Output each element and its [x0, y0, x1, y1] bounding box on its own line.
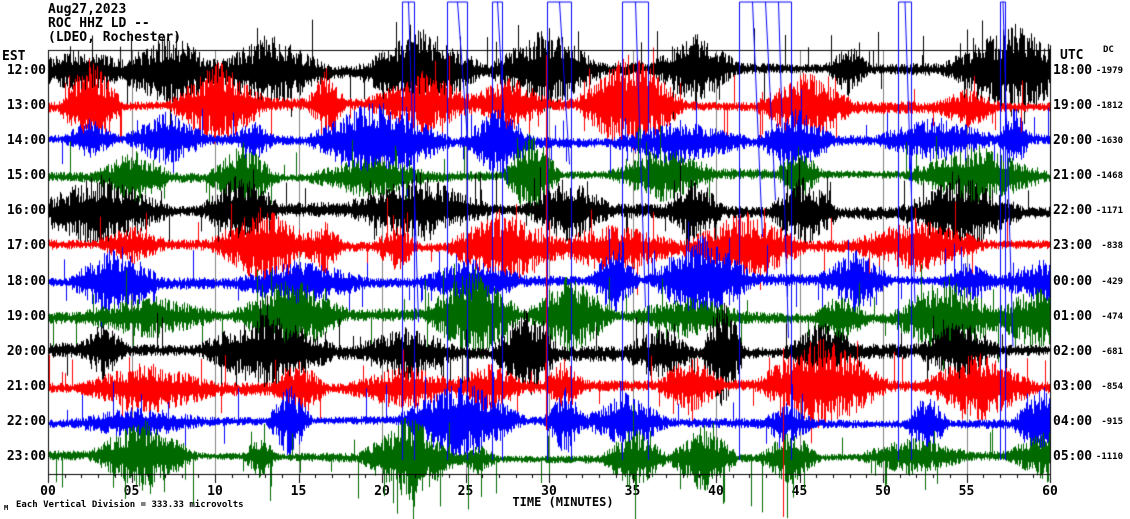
header-date: Aug27,2023 — [48, 2, 127, 17]
row-label-est: 13:00 — [6, 97, 46, 113]
x-axis-tick-label: 00 — [40, 484, 56, 499]
row-dc-value: -1979 — [1095, 65, 1123, 76]
x-axis-tick-label: 05 — [123, 484, 140, 499]
row-dc-value: -1468 — [1095, 171, 1123, 182]
dc-column-header: DC — [1103, 45, 1114, 55]
logo-mark: M — [4, 504, 9, 512]
row-dc-value: -1171 — [1095, 206, 1123, 217]
row-dc-value: -1812 — [1095, 100, 1123, 111]
right-timezone-label: UTC — [1060, 48, 1084, 63]
x-axis-tick-label: 55 — [958, 484, 975, 499]
row-dc-value: -1630 — [1095, 135, 1123, 146]
header-network: (LDEO, Rochester) — [48, 30, 182, 45]
row-dc-value: -681 — [1101, 346, 1123, 357]
x-axis-tick-label: 10 — [207, 484, 223, 499]
row-label-est: 21:00 — [6, 379, 46, 395]
row-label-est: 23:00 — [6, 449, 46, 465]
x-axis-tick-label: 35 — [624, 484, 641, 499]
x-axis-tick-label: 45 — [791, 484, 808, 499]
row-label-est: 16:00 — [6, 203, 46, 219]
row-label-est: 18:00 — [6, 273, 46, 289]
row-label-est: 22:00 — [6, 414, 46, 430]
row-dc-value: -838 — [1101, 241, 1123, 252]
row-dc-value: -474 — [1101, 311, 1123, 322]
row-label-est: 15:00 — [6, 168, 46, 184]
x-axis-tick-label: 50 — [875, 484, 891, 499]
row-label-est: 17:00 — [6, 238, 46, 254]
row-dc-value: -915 — [1101, 417, 1123, 428]
x-axis-tick-label: 15 — [290, 484, 307, 499]
x-axis-tick-label: 60 — [1042, 484, 1058, 499]
row-label-est: 20:00 — [6, 343, 46, 359]
row-dc-value: -854 — [1101, 382, 1123, 393]
row-label-est: 14:00 — [6, 132, 46, 148]
header-station: ROC HHZ LD -- — [48, 16, 150, 31]
x-axis-tick-label: 20 — [374, 484, 390, 499]
row-dc-value: -1110 — [1095, 452, 1123, 463]
row-label-est: 19:00 — [6, 308, 46, 324]
x-axis-title: TIME (MINUTES) — [512, 495, 614, 509]
row-dc-value: -429 — [1101, 276, 1123, 287]
row-label-est: 12:00 — [6, 62, 46, 78]
x-axis-tick-label: 25 — [457, 484, 474, 499]
x-axis-tick-label: 40 — [708, 484, 724, 499]
scale-note: Each Vertical Division = 333.33 microvol… — [16, 500, 244, 510]
